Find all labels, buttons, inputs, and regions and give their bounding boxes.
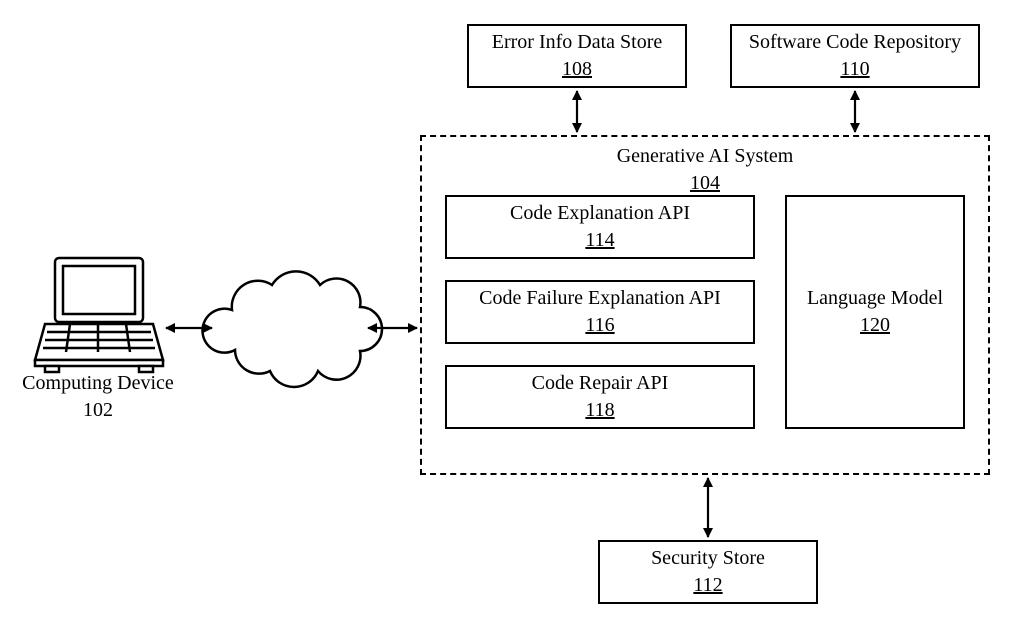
code-failure-api-box: Code Failure Explanation API 116 (445, 280, 755, 344)
lang-model-label: Language Model (807, 285, 943, 312)
computing-device-id: 102 (83, 397, 113, 424)
computing-device-caption: Computing Device 102 (18, 370, 178, 424)
network-caption: Network 106 (215, 298, 365, 352)
lang-model-id: 120 (860, 312, 890, 339)
ai-system-label: Generative AI System (617, 143, 794, 170)
code-fail-label: Code Failure Explanation API (479, 285, 721, 312)
security-store-id: 112 (693, 572, 722, 599)
error-info-data-store-box: Error Info Data Store 108 (467, 24, 687, 88)
code-repair-api-box: Code Repair API 118 (445, 365, 755, 429)
security-store-box: Security Store 112 (598, 540, 818, 604)
security-store-label: Security Store (651, 545, 765, 572)
code-explain-label: Code Explanation API (510, 200, 690, 227)
language-model-box: Language Model 120 (785, 195, 965, 429)
computing-device-label: Computing Device (22, 370, 174, 397)
code-fail-id: 116 (585, 312, 614, 339)
code-explain-id: 114 (585, 227, 614, 254)
network-id: 106 (275, 325, 305, 352)
error-info-id: 108 (562, 56, 592, 83)
code-repair-id: 118 (585, 397, 614, 424)
code-repo-id: 110 (840, 56, 869, 83)
code-repair-label: Code Repair API (532, 370, 669, 397)
software-code-repository-box: Software Code Repository 110 (730, 24, 980, 88)
code-explanation-api-box: Code Explanation API 114 (445, 195, 755, 259)
laptop-icon (35, 258, 163, 372)
ai-system-id: 104 (690, 170, 720, 197)
network-label: Network (255, 298, 325, 325)
code-repo-label: Software Code Repository (749, 29, 961, 56)
error-info-label: Error Info Data Store (492, 29, 663, 56)
